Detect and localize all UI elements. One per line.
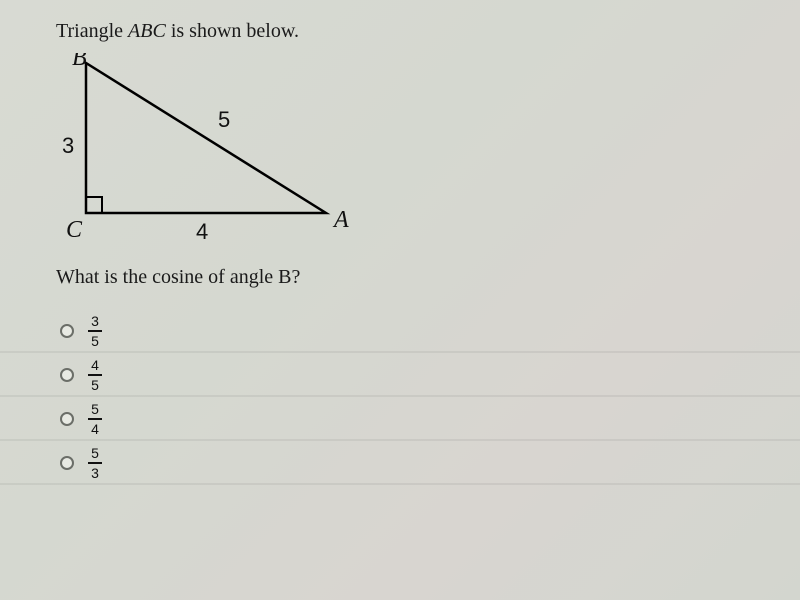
option-fraction: 5 3: [88, 446, 102, 480]
option-0[interactable]: 3 5: [56, 309, 800, 353]
option-fraction: 5 4: [88, 402, 102, 436]
side-label-bc: 3: [62, 133, 74, 158]
prompt-triangle-name: ABC: [128, 20, 166, 42]
vertex-label-b: B: [72, 53, 87, 71]
question-prefix: What is the cosine of angle: [56, 266, 278, 288]
option-2[interactable]: 5 4: [56, 397, 800, 441]
side-label-ca: 4: [196, 219, 208, 244]
option-fraction: 3 5: [88, 314, 102, 348]
side-label-ab: 5: [218, 107, 230, 132]
option-1[interactable]: 4 5: [56, 353, 800, 397]
fraction-numerator: 5: [91, 402, 99, 418]
question-text: What is the cosine of angle B?: [56, 266, 800, 289]
fraction-denominator: 5: [91, 332, 99, 348]
radio-icon: [60, 368, 74, 382]
fraction-numerator: 3: [91, 314, 99, 330]
vertex-label-c: C: [66, 217, 83, 243]
radio-icon: [60, 456, 74, 470]
options-list: 3 5 4 5 5 4 5 3: [56, 309, 800, 485]
fraction-numerator: 5: [91, 446, 99, 462]
triangle-shape: [86, 63, 326, 213]
fraction-numerator: 4: [91, 358, 99, 374]
option-fraction: 4 5: [88, 358, 102, 392]
fraction-denominator: 4: [91, 420, 99, 436]
prompt-suffix: is shown below.: [166, 20, 299, 42]
prompt-text: Triangle ABC is shown below.: [56, 20, 800, 43]
vertex-label-a: A: [332, 207, 349, 233]
question-suffix: ?: [292, 266, 301, 288]
triangle-figure: B C A 3 4 5: [56, 53, 376, 258]
fraction-denominator: 3: [91, 464, 99, 480]
right-angle-marker: [86, 197, 102, 213]
fraction-denominator: 5: [91, 376, 99, 392]
option-3[interactable]: 5 3: [56, 441, 800, 485]
radio-icon: [60, 324, 74, 338]
prompt-prefix: Triangle: [56, 20, 128, 42]
question-angle: B: [278, 266, 291, 288]
radio-icon: [60, 412, 74, 426]
